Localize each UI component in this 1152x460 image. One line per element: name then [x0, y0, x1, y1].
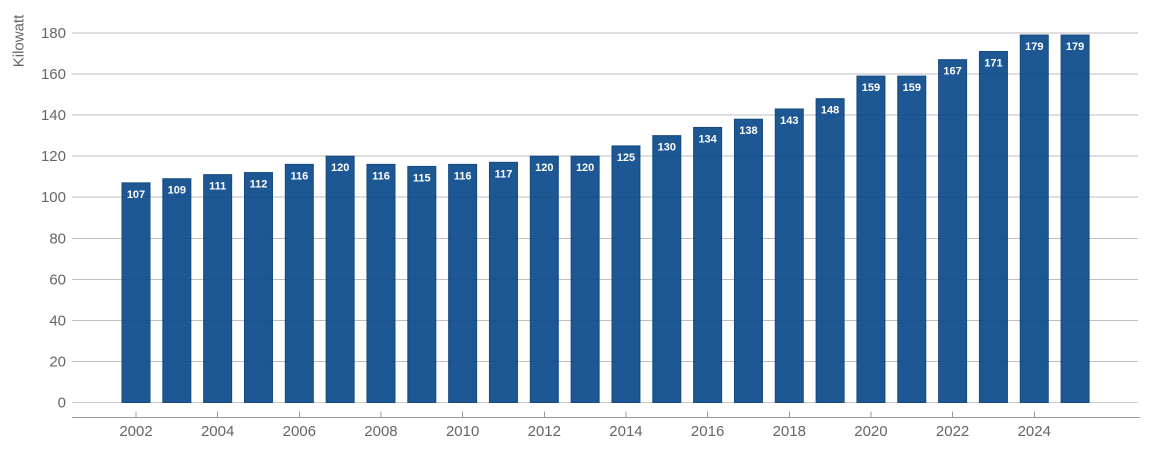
- bar-2021: [897, 75, 927, 403]
- x-axis-tick-label: 2010: [446, 423, 479, 440]
- x-axis-tick-label: 2004: [201, 423, 234, 440]
- x-axis-tick-label: 2022: [936, 423, 969, 440]
- bar-value-label: 179: [1066, 41, 1084, 53]
- bar-value-label: 167: [943, 66, 961, 78]
- x-axis-tick-label: 2006: [283, 423, 316, 440]
- bar-value-label: 134: [698, 133, 717, 145]
- x-axis-tick-label: 2014: [609, 423, 642, 440]
- x-axis-tick-label: 2018: [773, 423, 806, 440]
- bar-2003: [162, 178, 192, 403]
- bar-value-label: 148: [821, 105, 839, 117]
- bar-2016: [693, 126, 723, 404]
- bar-2022: [938, 59, 968, 404]
- y-axis-tick-label: 20: [49, 353, 66, 370]
- bar-value-label: 112: [250, 179, 268, 191]
- bar-2011: [488, 161, 518, 403]
- bar-value-label: 116: [372, 170, 390, 182]
- y-axis-tick-label: 0: [58, 395, 66, 412]
- bar-value-label: 116: [454, 170, 472, 182]
- bar-2017: [733, 118, 763, 403]
- bar-2004: [203, 174, 233, 403]
- bar-2024: [1019, 34, 1049, 404]
- bar-value-label: 120: [331, 162, 349, 174]
- y-axis-tick-label: 80: [49, 230, 66, 247]
- bar-2023: [978, 50, 1008, 403]
- bar-value-label: 159: [862, 82, 880, 94]
- bar-2012: [529, 155, 559, 403]
- bar-2005: [243, 172, 273, 403]
- bar-value-label: 109: [168, 185, 186, 197]
- bar-value-label: 111: [209, 181, 226, 193]
- bar-value-label: 179: [1025, 41, 1043, 53]
- x-axis-tick-label: 2002: [119, 423, 152, 440]
- bar-2002: [121, 182, 151, 403]
- bar-2015: [652, 135, 682, 403]
- y-axis-tick-label: 120: [41, 148, 66, 165]
- y-axis-tick-label: 60: [49, 271, 66, 288]
- y-axis-tick-label: 40: [49, 312, 66, 329]
- y-axis-title: Kilowatt: [10, 14, 28, 68]
- bar-value-label: 143: [780, 115, 798, 127]
- bar-value-label: 120: [576, 162, 594, 174]
- bar-value-label: 107: [127, 189, 145, 201]
- bar-2008: [366, 163, 396, 403]
- y-axis-tick-label: 180: [41, 25, 66, 42]
- bar-2007: [325, 155, 355, 403]
- x-axis-tick-label: 2016: [691, 423, 724, 440]
- bar-2009: [407, 165, 437, 403]
- bar-value-label: 130: [658, 142, 676, 154]
- bar-value-label: 115: [413, 172, 431, 184]
- bar-value-label: 171: [984, 57, 1002, 69]
- y-axis-tick-label: 140: [41, 107, 66, 124]
- bar-value-label: 116: [290, 170, 308, 182]
- bar-2006: [284, 163, 314, 403]
- y-axis-tick-label: 160: [41, 66, 66, 83]
- bar-2010: [448, 163, 478, 403]
- x-axis-tick-label: 2012: [528, 423, 561, 440]
- x-axis-tick-label: 2020: [854, 423, 887, 440]
- bar-2014: [611, 145, 641, 403]
- bar-2020: [856, 75, 886, 403]
- bar-2019: [815, 98, 845, 403]
- bar-value-label: 159: [903, 82, 921, 94]
- x-axis-tick-label: 2008: [364, 423, 397, 440]
- bar-2013: [570, 155, 600, 403]
- bar-value-label: 120: [535, 162, 553, 174]
- bar-value-label: 138: [739, 125, 757, 137]
- y-axis-tick-label: 100: [41, 189, 66, 206]
- bar-2018: [774, 108, 804, 403]
- x-axis-tick-label: 2024: [1018, 423, 1051, 440]
- bar-value-label: 125: [617, 152, 635, 164]
- bar-2025: [1060, 34, 1090, 404]
- bar-value-label: 117: [495, 168, 513, 180]
